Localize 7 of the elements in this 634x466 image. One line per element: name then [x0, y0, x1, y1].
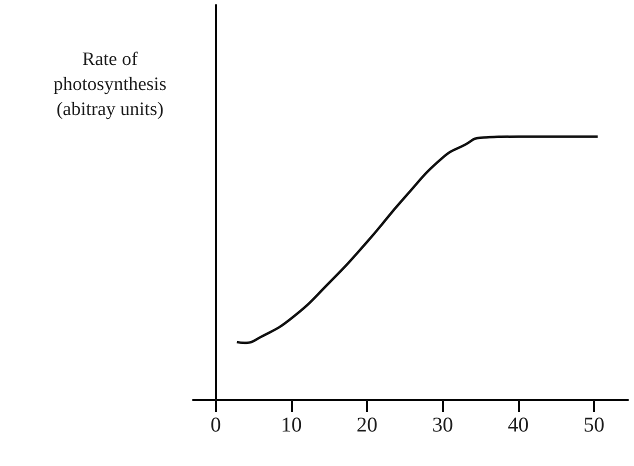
x-tick-label: 40 — [508, 412, 529, 436]
x-tick-label: 10 — [280, 412, 302, 436]
x-tick-label: 20 — [356, 412, 378, 436]
y-axis-title: Rate of photosynthesis (abitray units) — [54, 49, 166, 120]
x-tick-label: 0 — [210, 412, 221, 436]
x-tick-label: 30 — [432, 412, 454, 436]
x-tick-label: 50 — [583, 412, 604, 436]
